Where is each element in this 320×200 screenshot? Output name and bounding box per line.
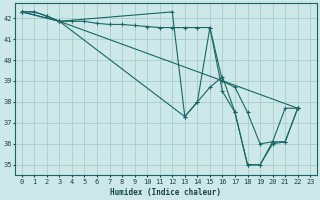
X-axis label: Humidex (Indice chaleur): Humidex (Indice chaleur) bbox=[110, 188, 221, 197]
